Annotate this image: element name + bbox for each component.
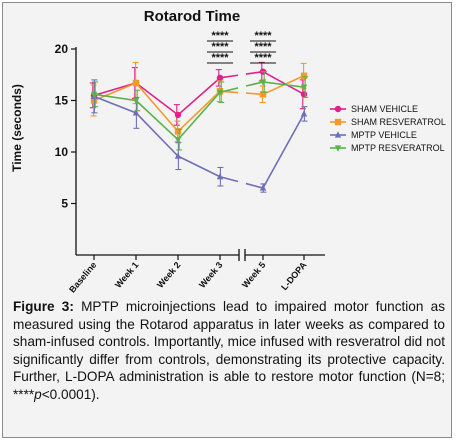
series-line-segment xyxy=(262,113,305,189)
significance-label: **** xyxy=(211,30,229,42)
x-tick-label: Week 5 xyxy=(240,260,267,290)
series-line-segment xyxy=(177,91,221,141)
series-line-segment xyxy=(177,155,221,178)
caption-label: Figure 3: xyxy=(13,299,74,314)
data-point xyxy=(216,74,224,82)
plot-area: 5 10 15 20 Baseline Week 1 Week 2 Week 3 Week 5 L… xyxy=(55,30,325,295)
data-point xyxy=(174,137,182,144)
data-point xyxy=(216,172,224,180)
series-sham-resveratrol xyxy=(90,61,308,143)
caption-p-symbol: p xyxy=(34,386,42,402)
legend-label: MPTP VEHICLE xyxy=(351,130,417,140)
data-point xyxy=(300,110,308,117)
series-line-segment xyxy=(135,82,179,116)
series-line-segment xyxy=(135,82,179,132)
figure-caption: Figure 3: MPTP microinjections lead to i… xyxy=(13,298,445,404)
significance-label: **** xyxy=(211,41,229,53)
series-line-segment xyxy=(245,81,264,87)
significance-label: **** xyxy=(211,52,229,64)
y-tick-label: 5 xyxy=(61,197,68,211)
legend-item: SHAM RESVERATROL xyxy=(330,117,446,127)
data-point xyxy=(132,79,140,87)
legend-item: SHAM VEHICLE xyxy=(330,104,418,114)
data-point xyxy=(300,91,308,98)
significance-label: **** xyxy=(254,30,272,42)
x-tick-label: Baseline xyxy=(67,260,98,295)
significance-label: **** xyxy=(254,41,272,53)
data-point xyxy=(259,91,267,98)
series-line-segment xyxy=(219,87,239,94)
x-tick-label: Week 2 xyxy=(155,260,182,290)
series-line-segment xyxy=(135,112,179,157)
rotarod-chart: Rotarod Time Time (seconds) 5 10 15 20 Basel… xyxy=(10,8,446,295)
series-line-segment xyxy=(93,93,137,102)
data-point xyxy=(90,91,98,99)
figure-frame: Rotarod Time Time (seconds) 5 10 15 20 Basel… xyxy=(2,2,452,438)
x-tick-label: Week 1 xyxy=(113,260,140,290)
significance-label: **** xyxy=(254,52,272,64)
series-line-segment xyxy=(93,95,137,114)
series-line-segment xyxy=(93,82,137,102)
data-point xyxy=(132,109,140,116)
data-point xyxy=(300,72,308,79)
data-point xyxy=(334,145,342,152)
data-point xyxy=(174,111,182,119)
data-point xyxy=(132,97,140,105)
chart-title: Rotarod Time xyxy=(144,8,240,25)
series-line-segment xyxy=(177,77,221,116)
legend-label: MPTP RESVERATROL xyxy=(351,143,445,153)
y-tick-label: 15 xyxy=(55,94,69,108)
legend-item: MPTP VEHICLE xyxy=(330,130,417,140)
data-point xyxy=(300,84,308,91)
data-point xyxy=(334,105,342,113)
legend: SHAM VEHICLE SHAM RESVERATROL MPTP VEHICLE… xyxy=(330,104,446,153)
legend-label: SHAM VEHICLE xyxy=(351,104,418,114)
data-point xyxy=(174,152,182,159)
caption-text-2: <0.0001). xyxy=(41,386,100,402)
y-axis-label: Time (seconds) xyxy=(10,84,24,172)
series-line-segment xyxy=(262,70,305,96)
series-line-segment xyxy=(177,90,221,132)
series-line-segment xyxy=(262,81,305,88)
y-tick-label: 20 xyxy=(55,42,69,56)
x-tick-label: Week 3 xyxy=(197,260,224,290)
series-line-segment xyxy=(135,99,179,141)
data-point xyxy=(334,131,342,138)
x-tick-label: L-DOPA xyxy=(279,259,309,292)
y-tick-label: 10 xyxy=(55,145,69,159)
series-line-segment xyxy=(219,175,239,183)
data-point xyxy=(216,89,224,97)
caption-text-1: MPTP microinjections lead to impaired mo… xyxy=(13,299,445,402)
data-point xyxy=(259,79,267,86)
data-point xyxy=(334,118,342,126)
legend-label: SHAM RESVERATROL xyxy=(351,117,446,127)
series-mptp-resveratrol xyxy=(90,71,309,151)
series-line-segment xyxy=(245,182,264,189)
legend-item: MPTP RESVERATROL xyxy=(330,143,445,153)
data-point xyxy=(259,184,267,191)
data-point xyxy=(174,128,182,135)
